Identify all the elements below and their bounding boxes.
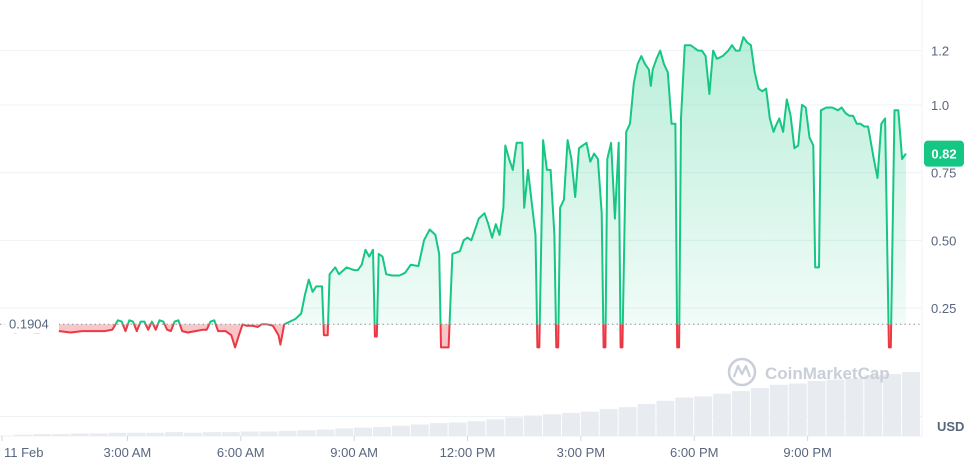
volume-bar — [373, 427, 391, 436]
volume-bar — [391, 425, 410, 436]
y-tick-label: 1.2 — [931, 44, 949, 59]
x-axis: 11 Feb 3:00 AM 6:00 AM 9:00 AM 12:00 PM 3:00 … — [1, 436, 832, 460]
volume-bar — [807, 380, 826, 436]
current-price-badge: 0.82 — [924, 140, 964, 167]
volume-bar — [51, 434, 70, 436]
area-fill-below-baseline — [14, 324, 892, 348]
area-fill-above-baseline — [14, 37, 906, 325]
volume-bar — [165, 432, 184, 436]
volume-bar — [278, 430, 297, 436]
volume-bar — [429, 423, 448, 436]
volume-bar — [883, 373, 902, 436]
volume-bar — [221, 432, 240, 436]
x-tick-label: 6:00 PM — [670, 445, 718, 460]
volume-bar — [184, 432, 202, 436]
volume-bar — [902, 372, 920, 436]
baseline-label: 0.1904 — [5, 315, 59, 334]
volume-bar — [788, 383, 807, 436]
series-line-down — [13, 324, 893, 349]
currency-label: USD — [937, 419, 964, 434]
volume-bar — [127, 432, 146, 436]
baseline-label-background — [5, 315, 59, 334]
volume-bars — [14, 372, 920, 436]
volume-bar — [580, 411, 599, 436]
volume-bar — [297, 430, 316, 436]
volume-bar — [89, 433, 108, 436]
x-tick-label: 3:00 AM — [104, 445, 152, 460]
volume-bar — [732, 391, 750, 436]
volume-bar — [316, 429, 335, 436]
volume-bar — [335, 428, 354, 436]
volume-bar — [637, 404, 656, 436]
volume-bar — [826, 379, 845, 436]
baseline-value-label: 0.1904 — [9, 317, 49, 332]
volume-bar — [240, 431, 259, 436]
y-tick-label: 0.75 — [931, 166, 956, 181]
volume-bar — [543, 414, 561, 436]
volume-bar — [448, 422, 467, 436]
current-price-value: 0.82 — [931, 147, 956, 162]
y-tick-label: 0.50 — [931, 233, 956, 248]
x-tick-label: 12:00 PM — [440, 445, 496, 460]
volume-bar — [70, 433, 89, 436]
volume-bar — [354, 427, 373, 436]
x-tick-label: 11 Feb — [4, 445, 44, 460]
volume-bar — [694, 396, 713, 436]
price-line — [13, 36, 907, 349]
x-tick-label: 6:00 AM — [217, 445, 265, 460]
watermark-logo-wave — [732, 364, 752, 378]
current-price-badge-background — [924, 140, 964, 167]
volume-bar — [618, 407, 637, 436]
volume-bar — [505, 417, 524, 436]
volume-bar — [108, 432, 127, 436]
volume-bar — [845, 378, 864, 436]
volume-bar — [864, 375, 883, 436]
x-tick-label: 3:00 PM — [557, 445, 605, 460]
volume-bar — [410, 424, 429, 436]
x-tick-label: 9:00 PM — [783, 445, 831, 460]
volume-bar — [259, 431, 278, 436]
series-line-up — [114, 36, 907, 325]
x-tick-label: 9:00 AM — [330, 445, 378, 460]
volume-bar — [769, 384, 788, 436]
volume-bar — [713, 393, 732, 436]
watermark: CoinMarketCap — [727, 357, 890, 387]
y-tick-label: 0.25 — [931, 301, 956, 316]
volume-bar — [467, 421, 486, 436]
volume-bar — [656, 400, 675, 436]
y-tick-label: 1.0 — [931, 98, 949, 113]
volume-bar — [561, 412, 580, 436]
watermark-text: CoinMarketCap — [765, 364, 890, 383]
y-axis: 0.25 0.50 0.75 1.0 1.2 — [931, 44, 956, 316]
volume-bar — [32, 434, 51, 436]
price-area — [14, 37, 906, 348]
volume-bar — [750, 388, 769, 436]
volume-bar — [202, 432, 221, 436]
volume-bar — [486, 419, 505, 436]
volume-bar — [675, 397, 694, 436]
volume-bar — [524, 415, 543, 436]
volume-bar — [14, 434, 32, 436]
volume-bar — [146, 432, 165, 436]
volume-bar — [599, 409, 618, 436]
watermark-logo-icon — [727, 357, 757, 387]
